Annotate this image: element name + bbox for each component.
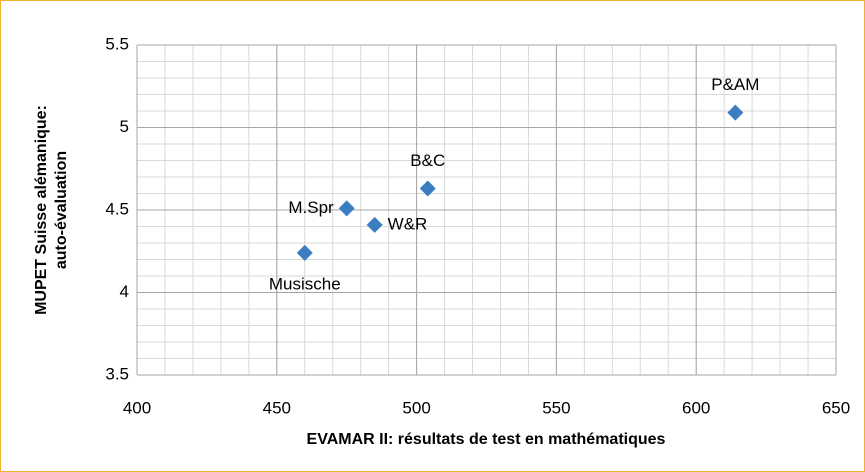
data-label: W&R: [388, 214, 428, 233]
y-axis-title: auto-évaluation: [53, 151, 70, 269]
point: [419, 180, 436, 197]
x-tick-label: 550: [542, 398, 570, 417]
point: [338, 200, 355, 217]
y-tick-label: 3.5: [105, 364, 129, 383]
y-tick-label: 5: [120, 117, 129, 136]
x-tick-label: 650: [822, 398, 850, 417]
y-tick-label: 4.5: [105, 199, 129, 218]
data-label: P&AM: [711, 75, 759, 94]
data-label: M.Spr: [288, 198, 334, 217]
x-tick-label: 450: [263, 398, 291, 417]
x-axis-title: EVAMAR II: résultats de test en mathémat…: [307, 431, 666, 448]
point: [727, 104, 744, 121]
x-tick-label: 400: [123, 398, 151, 417]
y-tick-label: 5.5: [105, 34, 129, 53]
point: [366, 216, 383, 233]
point: [296, 244, 313, 261]
y-axis-title: MUPET Suisse alémanique:: [33, 105, 50, 315]
data-label: Musische: [269, 274, 341, 293]
y-tick-label: 4: [120, 282, 129, 301]
data-label: B&C: [410, 151, 445, 170]
x-tick-label: 500: [402, 398, 430, 417]
x-tick-label: 600: [682, 398, 710, 417]
